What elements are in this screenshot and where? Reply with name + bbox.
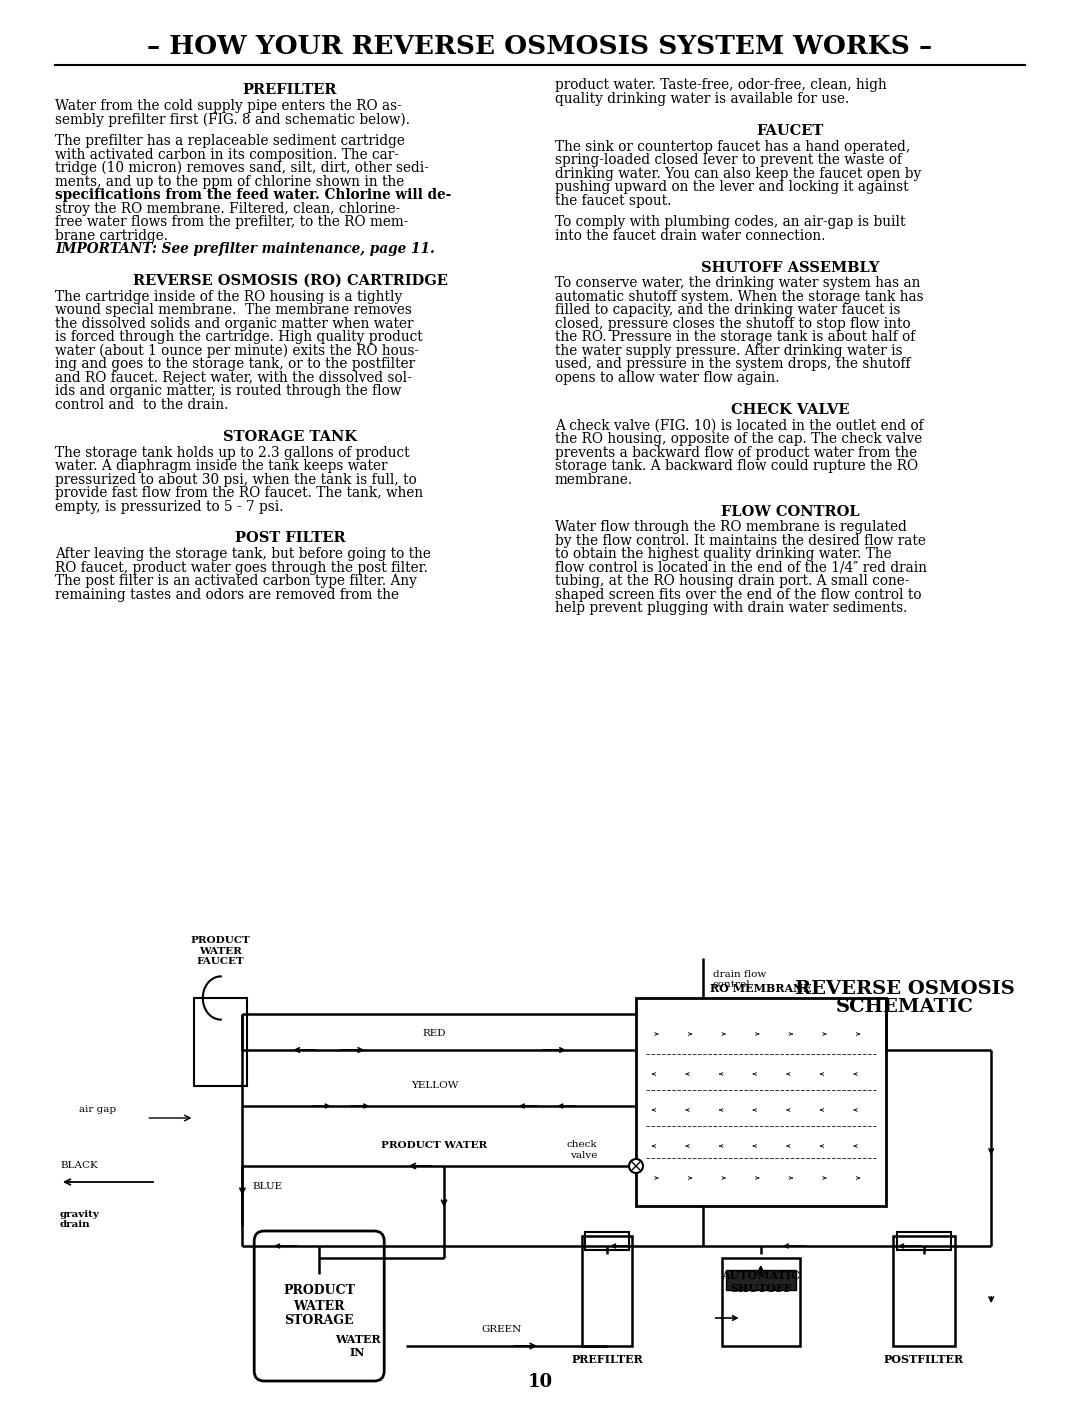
- Text: STORAGE TANK: STORAGE TANK: [222, 430, 357, 444]
- Text: free water flows from the prefilter, to the RO mem-: free water flows from the prefilter, to …: [55, 215, 408, 229]
- Text: tridge (10 micron) removes sand, silt, dirt, other sedi-: tridge (10 micron) removes sand, silt, d…: [55, 161, 429, 175]
- Text: PRODUCT
WATER
FAUCET: PRODUCT WATER FAUCET: [191, 937, 251, 966]
- Text: To comply with plumbing codes, an air-gap is built: To comply with plumbing codes, an air-ga…: [555, 215, 905, 229]
- Text: the water supply pressure. After drinking water is: the water supply pressure. After drinkin…: [555, 343, 903, 358]
- Text: and RO faucet. Reject water, with the dissolved sol-: and RO faucet. Reject water, with the di…: [55, 372, 411, 386]
- Bar: [585, 1232, 630, 1251]
- Text: – HOW YOUR REVERSE OSMOSIS SYSTEM WORKS –: – HOW YOUR REVERSE OSMOSIS SYSTEM WORKS …: [148, 35, 932, 59]
- Text: by the flow control. It maintains the desired flow rate: by the flow control. It maintains the de…: [555, 534, 926, 548]
- Text: remaining tastes and odors are removed from the: remaining tastes and odors are removed f…: [55, 587, 399, 601]
- Text: brane cartridge.: brane cartridge.: [55, 229, 168, 243]
- Text: ments, and up to the ppm of chlorine shown in the: ments, and up to the ppm of chlorine sho…: [55, 175, 404, 189]
- Text: SHUTOFF ASSEMBLY: SHUTOFF ASSEMBLY: [701, 261, 879, 275]
- Text: PRODUCT
WATER
STORAGE: PRODUCT WATER STORAGE: [283, 1284, 355, 1328]
- Text: tubing, at the RO housing drain port. A small cone-: tubing, at the RO housing drain port. A …: [555, 575, 909, 589]
- Text: drain flow
control: drain flow control: [713, 970, 766, 990]
- Bar: [194, 998, 247, 1087]
- Text: POST FILTER: POST FILTER: [234, 531, 346, 545]
- Text: into the faucet drain water connection.: into the faucet drain water connection.: [555, 229, 825, 243]
- Bar: [582, 1237, 632, 1346]
- Text: membrane.: membrane.: [555, 472, 633, 486]
- Text: to obtain the highest quality drinking water. The: to obtain the highest quality drinking w…: [555, 547, 892, 561]
- Text: with activated carbon in its composition. The car-: with activated carbon in its composition…: [55, 147, 399, 161]
- Text: A check valve (FIG. 10) is located in the outlet end of: A check valve (FIG. 10) is located in th…: [555, 419, 923, 433]
- Text: CHECK VALVE: CHECK VALVE: [731, 402, 849, 416]
- Text: wound special membrane.  The membrane removes: wound special membrane. The membrane rem…: [55, 303, 411, 317]
- Text: pushing upward on the lever and locking it against: pushing upward on the lever and locking …: [555, 179, 908, 193]
- Text: empty, is pressurized to 5 - 7 psi.: empty, is pressurized to 5 - 7 psi.: [55, 499, 283, 513]
- Text: gravity
drain: gravity drain: [60, 1210, 99, 1230]
- Text: REVERSE OSMOSIS: REVERSE OSMOSIS: [795, 980, 1015, 998]
- Bar: [897, 1232, 951, 1251]
- Text: the dissolved solids and organic matter when water: the dissolved solids and organic matter …: [55, 317, 414, 331]
- Bar: [636, 998, 886, 1206]
- Text: drinking water. You can also keep the faucet open by: drinking water. You can also keep the fa…: [555, 167, 921, 181]
- Text: REVERSE OSMOSIS (RO) CARTRIDGE: REVERSE OSMOSIS (RO) CARTRIDGE: [133, 275, 447, 287]
- Text: PREFILTER: PREFILTER: [571, 1354, 643, 1366]
- Text: YELLOW: YELLOW: [410, 1081, 458, 1089]
- Text: RO faucet, product water goes through the post filter.: RO faucet, product water goes through th…: [55, 561, 428, 575]
- Text: storage tank. A backward flow could rupture the RO: storage tank. A backward flow could rupt…: [555, 458, 918, 472]
- Text: is forced through the cartridge. High quality product: is forced through the cartridge. High qu…: [55, 331, 422, 345]
- Text: The post filter is an activated carbon type filter. Any: The post filter is an activated carbon t…: [55, 575, 417, 589]
- Text: FAUCET: FAUCET: [756, 123, 824, 137]
- Text: used, and pressure in the system drops, the shutoff: used, and pressure in the system drops, …: [555, 358, 910, 372]
- Text: PRODUCT WATER: PRODUCT WATER: [381, 1141, 487, 1150]
- Text: POSTFILTER: POSTFILTER: [883, 1354, 964, 1366]
- Text: RO MEMBRANE: RO MEMBRANE: [710, 983, 812, 994]
- Text: AUTOMATIC
SHUTOFF: AUTOMATIC SHUTOFF: [721, 1270, 800, 1294]
- Text: FLOW CONTROL: FLOW CONTROL: [720, 505, 860, 519]
- Text: water (about 1 ounce per minute) exits the RO hous-: water (about 1 ounce per minute) exits t…: [55, 343, 419, 358]
- Text: check
valve: check valve: [567, 1140, 597, 1159]
- Text: Water from the cold supply pipe enters the RO as-: Water from the cold supply pipe enters t…: [55, 100, 402, 114]
- Text: The sink or countertop faucet has a hand operated,: The sink or countertop faucet has a hand…: [555, 140, 910, 154]
- Text: The storage tank holds up to 2.3 gallons of product: The storage tank holds up to 2.3 gallons…: [55, 446, 409, 460]
- Bar: [721, 1258, 800, 1346]
- Text: automatic shutoff system. When the storage tank has: automatic shutoff system. When the stora…: [555, 290, 923, 304]
- Text: provide fast flow from the RO faucet. The tank, when: provide fast flow from the RO faucet. Th…: [55, 486, 423, 501]
- Text: The cartridge inside of the RO housing is a tightly: The cartridge inside of the RO housing i…: [55, 290, 402, 304]
- Text: the faucet spout.: the faucet spout.: [555, 193, 672, 207]
- Text: BLACK: BLACK: [60, 1161, 98, 1171]
- Text: quality drinking water is available for use.: quality drinking water is available for …: [555, 93, 849, 107]
- Text: prevents a backward flow of product water from the: prevents a backward flow of product wate…: [555, 446, 917, 460]
- Bar: [726, 1270, 796, 1290]
- Text: product water. Taste-free, odor-free, clean, high: product water. Taste-free, odor-free, cl…: [555, 79, 887, 93]
- Text: The prefilter has a replaceable sediment cartridge: The prefilter has a replaceable sediment…: [55, 135, 405, 149]
- Text: PREFILTER: PREFILTER: [243, 83, 337, 97]
- Text: water. A diaphragm inside the tank keeps water: water. A diaphragm inside the tank keeps…: [55, 458, 388, 472]
- Text: spring-loaded closed lever to prevent the waste of: spring-loaded closed lever to prevent th…: [555, 153, 902, 167]
- Text: the RO. Pressure in the storage tank is about half of: the RO. Pressure in the storage tank is …: [555, 331, 915, 345]
- Bar: [893, 1237, 955, 1346]
- Text: ids and organic matter, is routed through the flow: ids and organic matter, is routed throug…: [55, 384, 402, 398]
- Text: opens to allow water flow again.: opens to allow water flow again.: [555, 372, 780, 386]
- Text: filled to capacity, and the drinking water faucet is: filled to capacity, and the drinking wat…: [555, 303, 901, 317]
- Circle shape: [629, 1159, 643, 1173]
- Text: help prevent plugging with drain water sediments.: help prevent plugging with drain water s…: [555, 601, 907, 615]
- Text: the RO housing, opposite of the cap. The check valve: the RO housing, opposite of the cap. The…: [555, 432, 922, 446]
- Text: air gap: air gap: [79, 1106, 117, 1115]
- Text: sembly prefilter first (FIG. 8 and schematic below).: sembly prefilter first (FIG. 8 and schem…: [55, 112, 410, 126]
- Text: To conserve water, the drinking water system has an: To conserve water, the drinking water sy…: [555, 276, 920, 290]
- Text: stroy the RO membrane. Filtered, clean, chlorine-: stroy the RO membrane. Filtered, clean, …: [55, 202, 401, 216]
- Text: flow control is located in the end of the 1/4″ red drain: flow control is located in the end of th…: [555, 561, 927, 575]
- Text: control and  to the drain.: control and to the drain.: [55, 398, 228, 412]
- Text: WATER
IN: WATER IN: [335, 1335, 380, 1359]
- Text: closed, pressure closes the shutoff to stop flow into: closed, pressure closes the shutoff to s…: [555, 317, 910, 331]
- Text: specifications from the feed water. Chlorine will de-: specifications from the feed water. Chlo…: [55, 188, 451, 202]
- Text: RED: RED: [422, 1029, 446, 1037]
- Text: SCHEMATIC: SCHEMATIC: [836, 998, 974, 1016]
- Text: Water flow through the RO membrane is regulated: Water flow through the RO membrane is re…: [555, 520, 907, 534]
- Text: 10: 10: [527, 1373, 553, 1391]
- Text: shaped screen fits over the end of the flow control to: shaped screen fits over the end of the f…: [555, 587, 921, 601]
- Text: GREEN: GREEN: [482, 1325, 522, 1333]
- Text: BLUE: BLUE: [252, 1182, 282, 1192]
- Text: pressurized to about 30 psi, when the tank is full, to: pressurized to about 30 psi, when the ta…: [55, 472, 417, 486]
- Text: IMPORTANT: See prefilter maintenance, page 11.: IMPORTANT: See prefilter maintenance, pa…: [55, 243, 435, 257]
- Text: ing and goes to the storage tank, or to the postfilter: ing and goes to the storage tank, or to …: [55, 358, 415, 372]
- Text: After leaving the storage tank, but before going to the: After leaving the storage tank, but befo…: [55, 547, 431, 561]
